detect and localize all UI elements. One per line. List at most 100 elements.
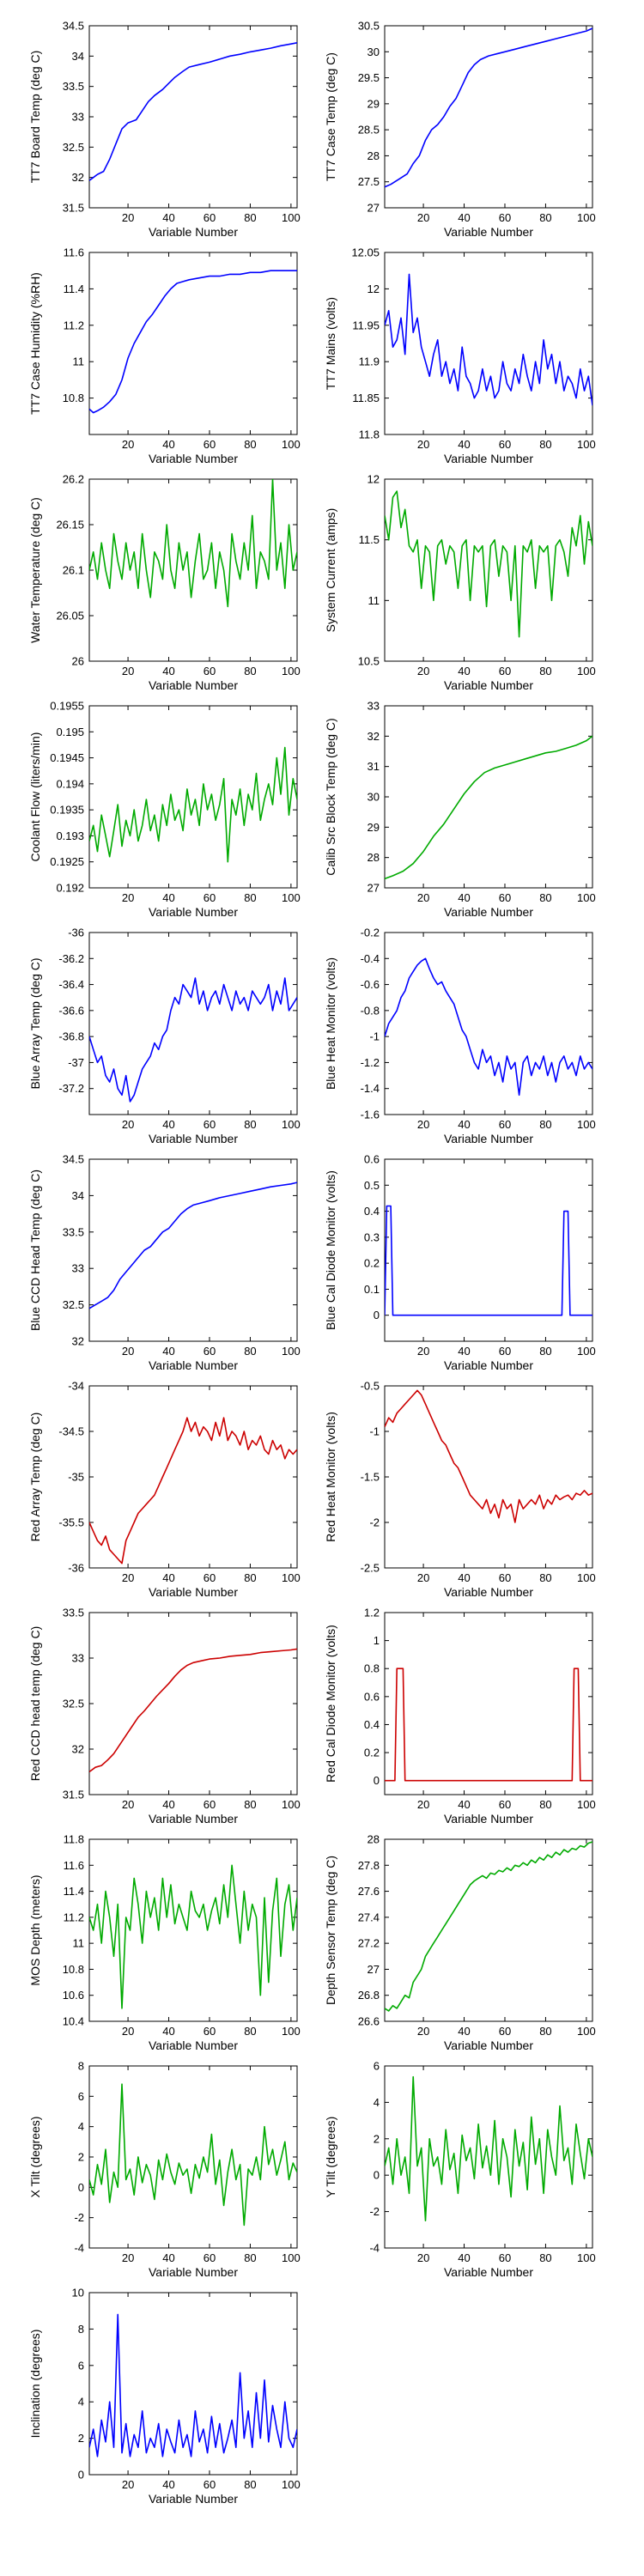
axes-frame xyxy=(88,705,298,889)
x-tick-label: 20 xyxy=(122,665,134,677)
series-line-0 xyxy=(385,1668,592,1782)
x-tick-label: 80 xyxy=(244,438,256,451)
x-tick-label: 100 xyxy=(577,1798,596,1811)
x-tick-label: 40 xyxy=(162,438,174,451)
y-tick-label: 26.2 xyxy=(63,473,84,486)
subplot-12: 20 40 60 80 100 -36 -35.5 -35 -34.5 -34 Variable N… xyxy=(28,1380,301,1600)
y-tick-label: 27.5 xyxy=(358,175,380,188)
x-tick-label: 40 xyxy=(162,2251,174,2264)
series-line-0 xyxy=(385,2075,592,2221)
y-tick-label: 29.5 xyxy=(358,71,380,84)
y-tick-label: 11.9 xyxy=(359,355,380,368)
y-tick-label: 0.192 xyxy=(56,882,84,895)
x-tick-label: 100 xyxy=(282,2025,301,2038)
x-axis-label: Variable Number xyxy=(444,2265,533,2279)
y-tick-label: 4 xyxy=(78,2396,84,2409)
y-tick-label: 30.5 xyxy=(358,20,380,33)
y-tick-label: 0 xyxy=(78,2181,84,2194)
axes-frame xyxy=(88,1158,298,1342)
y-tick-label: 0.1 xyxy=(364,1283,380,1296)
x-axis-label: Variable Number xyxy=(149,2492,238,2506)
x-tick-label: 80 xyxy=(539,1798,551,1811)
x-tick-label: 40 xyxy=(458,2025,470,2038)
x-tick-label: 40 xyxy=(458,1571,470,1584)
x-tick-label: 20 xyxy=(417,1345,429,1358)
x-axis-label: Variable Number xyxy=(149,1585,238,1599)
y-tick-label: -37 xyxy=(68,1056,84,1069)
x-tick-label: 80 xyxy=(244,1571,256,1584)
x-tick-label: 100 xyxy=(577,665,596,677)
axes-frame xyxy=(88,252,298,435)
series-line-0 xyxy=(89,1182,297,1309)
y-tick-label: 33 xyxy=(72,1652,84,1665)
x-axis-label: Variable Number xyxy=(444,225,533,239)
axes-frame xyxy=(88,2065,298,2249)
x-tick-label: 40 xyxy=(458,2251,470,2264)
y-axis-label: Red CCD head temp (deg C) xyxy=(28,1626,42,1782)
x-tick-label: 20 xyxy=(122,1345,134,1358)
series-line-0 xyxy=(385,957,592,1097)
axes-frame xyxy=(384,1838,593,2022)
x-axis-label: Variable Number xyxy=(149,2265,238,2279)
y-tick-label: 0.5 xyxy=(364,1179,380,1192)
y-tick-label: 11.4 xyxy=(64,1885,84,1898)
x-tick-label: 60 xyxy=(204,438,216,451)
x-tick-label: 60 xyxy=(204,2251,216,2264)
x-axis-label: Variable Number xyxy=(444,905,533,919)
x-axis-label: Variable Number xyxy=(444,452,533,465)
x-tick-label: 40 xyxy=(162,1571,174,1584)
x-tick-label: 20 xyxy=(122,211,134,224)
y-tick-label: 27.8 xyxy=(358,1859,380,1872)
y-tick-label: 6 xyxy=(374,2060,380,2073)
y-tick-label: 34 xyxy=(72,1189,84,1202)
y-axis-label: Blue Heat Monitor (volts) xyxy=(324,957,337,1090)
x-tick-label: 20 xyxy=(122,2025,134,2038)
x-axis-label: Variable Number xyxy=(149,1132,238,1145)
y-tick-label: 0.1945 xyxy=(50,751,84,764)
x-tick-label: 100 xyxy=(282,2251,301,2264)
subplot-14: 20 40 60 80 100 31.5 32 32.5 33 33.5 Variable Numb… xyxy=(28,1607,301,1826)
y-tick-label: 11.5 xyxy=(359,533,380,546)
y-axis-label: Y Tilt (degrees) xyxy=(324,2117,337,2198)
y-tick-label: 28 xyxy=(368,1833,380,1846)
x-tick-label: 60 xyxy=(499,2025,511,2038)
y-tick-label: -1 xyxy=(369,1425,380,1438)
y-axis-label: Inclination (degrees) xyxy=(28,2330,42,2439)
y-axis-label: Blue Cal Diode Monitor (volts) xyxy=(324,1170,337,1330)
y-tick-label: -35 xyxy=(68,1471,84,1484)
x-tick-label: 20 xyxy=(122,1798,134,1811)
series-line-0 xyxy=(89,746,297,863)
y-tick-label: 0.195 xyxy=(56,726,84,738)
x-tick-label: 80 xyxy=(244,1345,256,1358)
x-tick-label: 40 xyxy=(458,891,470,904)
y-tick-label: 11.2 xyxy=(64,1911,84,1923)
y-tick-label: -1 xyxy=(369,1030,380,1043)
subplot-7: 20 40 60 80 100 27 28 29 30 31 32 33 Variable Number… xyxy=(324,700,596,920)
x-tick-label: 100 xyxy=(577,1345,596,1358)
x-tick-label: 40 xyxy=(162,2025,174,2038)
y-tick-label: 32 xyxy=(368,730,380,743)
y-tick-label: 11.6 xyxy=(64,246,84,259)
y-tick-label: -2 xyxy=(369,1516,380,1529)
y-tick-label: 28 xyxy=(368,851,380,864)
y-tick-label: -34.5 xyxy=(58,1425,84,1438)
y-tick-label: 0 xyxy=(78,2469,84,2482)
x-tick-label: 20 xyxy=(122,891,134,904)
y-axis-label: TT7 Board Temp (deg C) xyxy=(28,51,42,184)
x-tick-label: 20 xyxy=(417,1798,429,1811)
subplot-16: 20 40 60 80 100 10.4 10.6 10.8 11 11.2 11.4 11.6 11.… xyxy=(28,1833,301,2053)
y-tick-label: -2.5 xyxy=(361,1562,380,1575)
y-tick-label: -36.4 xyxy=(58,978,84,991)
y-tick-label: 0.1955 xyxy=(50,700,84,713)
y-tick-label: 26.1 xyxy=(63,564,84,577)
x-tick-label: 20 xyxy=(122,1571,134,1584)
axes-frame xyxy=(384,932,593,1115)
y-tick-label: 30 xyxy=(368,46,380,58)
x-tick-label: 20 xyxy=(122,2478,134,2491)
x-tick-label: 40 xyxy=(162,891,174,904)
y-tick-label: -0.8 xyxy=(361,1004,380,1017)
y-tick-label: 33.5 xyxy=(63,1225,84,1238)
x-tick-label: 100 xyxy=(282,1571,301,1584)
series-line-0 xyxy=(385,273,592,406)
y-tick-label: 31 xyxy=(368,760,380,773)
